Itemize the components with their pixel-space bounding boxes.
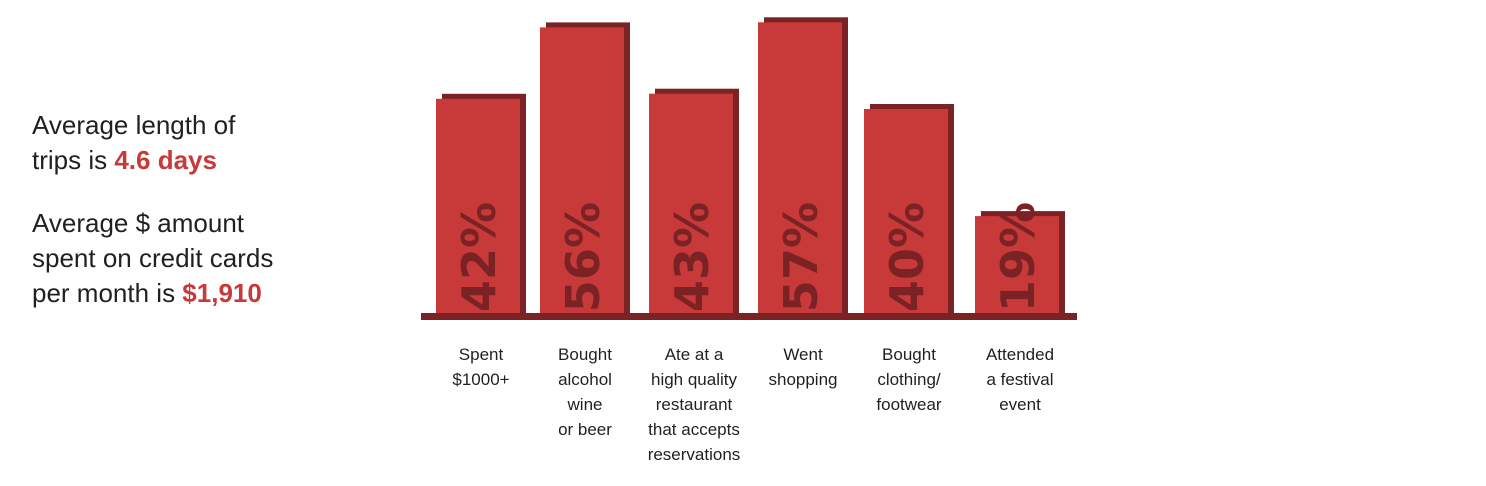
bar-attended-a-festival-event (975, 216, 1059, 313)
bar-bought-clothing-footwear (864, 109, 948, 313)
value-label-bought-alcohol-wine-or-beer: 56% (556, 202, 610, 312)
value-label-ate-at-a-high-quality-restaurant-that-accepts-reservations: 43% (665, 202, 719, 312)
bar-ate-at-a-high-quality-restaurant-that-accepts-reservations (649, 93, 733, 313)
category-label-attended-a-festival-event: Attended a festival event (985, 345, 1055, 414)
stats-panel: Average length of trips is 4.6 days Aver… (32, 108, 362, 339)
bar-spent-1000 (436, 98, 520, 313)
x-axis-baseline (421, 313, 1077, 320)
credit-spend-stat: Average $ amount spent on credit cards p… (32, 206, 362, 311)
trip-length-value: 4.6 days (114, 145, 217, 175)
trip-length-stat: Average length of trips is 4.6 days (32, 108, 362, 178)
bar-bought-alcohol-wine-or-beer (540, 27, 624, 314)
value-label-went-shopping: 57% (774, 202, 828, 312)
value-label-spent-1000: 42% (452, 202, 506, 312)
value-label-attended-a-festival-event: 19% (991, 202, 1045, 312)
credit-spend-value: $1,910 (182, 278, 262, 308)
category-label-went-shopping: Went shopping (768, 345, 838, 389)
value-label-bought-clothing-footwear: 40% (880, 202, 934, 312)
category-label-spent-1000: Spent $1000+ (452, 345, 510, 389)
credit-spend-text: Average $ amount spent on credit cards p… (32, 208, 274, 308)
trip-length-text: Average length of trips is (32, 110, 236, 175)
bar-went-shopping (758, 22, 842, 314)
category-label-ate-at-a-high-quality-restaurant-that-accepts-reservations: Ate at a high quality restaurant that ac… (647, 345, 741, 464)
category-label-bought-alcohol-wine-or-beer: Bought alcohol wine or beer (558, 345, 612, 439)
category-label-bought-clothing-footwear: Bought clothing/ footwear (876, 345, 942, 414)
